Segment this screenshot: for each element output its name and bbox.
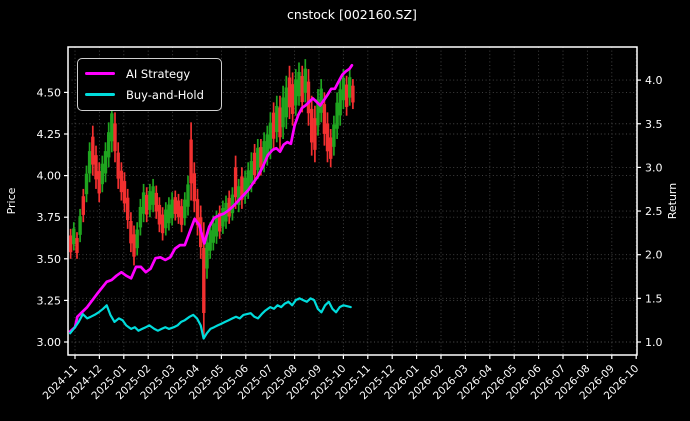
- return-tick-label: 2.5: [645, 205, 663, 218]
- legend-label-ai-strategy: AI Strategy: [126, 66, 191, 81]
- ai-strategy-line: [68, 63, 354, 333]
- buy-and-hold-line: [68, 297, 352, 340]
- return-tick-label: 3.5: [645, 118, 663, 131]
- legend-label-buy-and-hold: Buy-and-Hold: [126, 87, 204, 102]
- plot-border: [67, 46, 638, 356]
- return-tick-label: 1.5: [645, 292, 663, 305]
- legend-line-ai-strategy-icon: [85, 71, 115, 76]
- data-layer: [68, 59, 355, 340]
- y-axis-label-price: Price: [5, 187, 18, 214]
- legend: AI Strategy Buy-and-Hold: [77, 58, 222, 111]
- y-axis-label-return: Return: [666, 183, 679, 220]
- return-tick-label: 2.0: [645, 249, 663, 262]
- page-title: cnstock [002160.SZ]: [287, 7, 417, 22]
- legend-item-buy-and-hold: Buy-and-Hold: [85, 84, 213, 105]
- return-tick-label: 3.0: [645, 161, 663, 174]
- return-tick-label: 1.0: [645, 336, 663, 349]
- price-tick-label: 3.25: [37, 294, 62, 307]
- price-tick-label: 3.50: [37, 253, 62, 266]
- legend-item-ai-strategy: AI Strategy: [85, 63, 213, 84]
- legend-line-buy-and-hold-icon: [85, 92, 115, 97]
- price-tick-label: 4.50: [37, 86, 62, 99]
- price-tick-label: 4.25: [37, 128, 62, 141]
- price-tick-label: 3.00: [37, 336, 62, 349]
- price-tick-label: 4.00: [37, 170, 62, 183]
- price-tick-label: 3.75: [37, 211, 62, 224]
- return-tick-label: 4.0: [645, 74, 663, 87]
